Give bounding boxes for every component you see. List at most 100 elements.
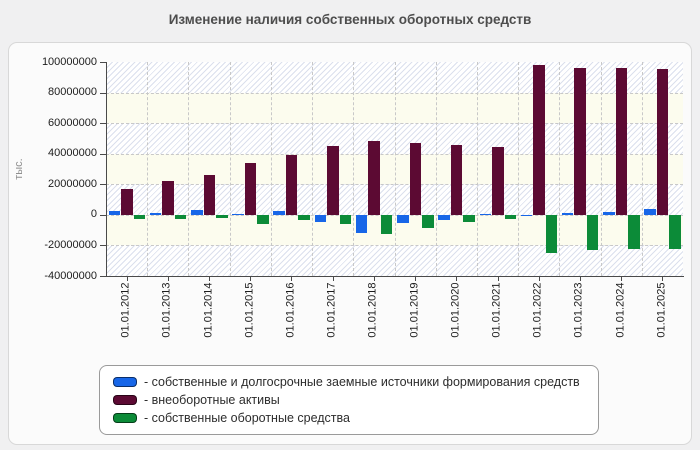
bar-series-0-01.01.2019: [397, 214, 409, 224]
bar-series-2-01.01.2013: [174, 214, 187, 220]
bar-series-2-01.01.2021: [504, 214, 517, 219]
gridline-vertical: [147, 62, 149, 276]
y-tick-label: -40000000: [44, 269, 97, 282]
x-tick-label: 01.01.2012: [119, 282, 132, 338]
x-tick-label: 01.01.2019: [408, 282, 421, 338]
bar-series-1-01.01.2024: [615, 68, 628, 215]
bar-series-0-01.01.2025: [644, 208, 656, 215]
bar-series-1-01.01.2016: [285, 154, 298, 215]
x-tick-mark: [167, 277, 169, 281]
y-tick-label: 80000000: [48, 86, 97, 99]
gridline-vertical: [394, 62, 396, 276]
gridline-vertical: [641, 62, 643, 276]
chart-panel: тыс. 100000000 80000000 60000000 40000000 20…: [8, 42, 692, 445]
bar-series-2-01.01.2018: [380, 214, 393, 235]
bar-series-2-01.01.2016: [298, 214, 310, 221]
x-tick-label: 01.01.2025: [655, 282, 668, 338]
y-tick-mark: [100, 153, 106, 155]
bar-series-0-01.01.2023: [561, 212, 574, 215]
gridline-horizontal: [106, 184, 683, 186]
x-tick-mark: [250, 277, 252, 281]
x-tick-mark: [373, 277, 375, 281]
bar-series-2-01.01.2022: [545, 214, 558, 254]
x-tick-mark: [126, 277, 128, 281]
bar-series-1-01.01.2014: [203, 174, 216, 215]
gridline-vertical: [312, 62, 314, 276]
y-tick-label: 100000000: [41, 55, 97, 68]
y-tick-mark: [100, 214, 106, 216]
bar-series-2-01.01.2015: [257, 214, 269, 225]
bar-series-0-01.01.2014: [191, 210, 203, 215]
x-tick-mark: [621, 277, 623, 281]
gridline-vertical: [435, 62, 437, 276]
gridline-vertical: [559, 62, 561, 276]
gridline-vertical: [270, 62, 272, 276]
y-tick-mark: [100, 62, 106, 63]
bar-series-0-01.01.2022: [520, 214, 533, 216]
bar-series-1-01.01.2025: [656, 69, 669, 215]
x-tick-mark: [579, 277, 581, 281]
bar-series-2-01.01.2017: [339, 214, 352, 225]
bar-series-0-01.01.2015: [232, 214, 244, 216]
legend-swatch-series-0: [113, 377, 137, 387]
bar-series-2-01.01.2020: [463, 214, 475, 223]
x-tick-label: 01.01.2021: [490, 282, 503, 338]
x-tick-label: 01.01.2017: [325, 282, 338, 338]
x-tick-mark: [456, 277, 458, 281]
gridline-horizontal: [106, 214, 683, 216]
legend-label: - собственные и долгосрочные заемные ист…: [144, 375, 580, 389]
x-tick-label: 01.01.2024: [614, 282, 627, 338]
y-tick-label: -20000000: [44, 238, 97, 251]
x-tick-mark: [538, 277, 540, 281]
bar-series-1-01.01.2017: [327, 146, 339, 215]
x-tick-label: 01.01.2013: [160, 282, 173, 338]
x-tick-label: 01.01.2022: [531, 282, 544, 338]
x-tick-mark: [662, 277, 664, 281]
bar-series-0-01.01.2012: [108, 210, 121, 215]
y-tick-mark: [100, 92, 106, 94]
bar-series-0-01.01.2018: [355, 214, 368, 233]
bar-series-0-01.01.2024: [603, 212, 615, 215]
legend-swatch-series-1: [113, 395, 137, 405]
bar-series-1-01.01.2021: [492, 147, 504, 215]
bar-series-0-01.01.2017: [314, 214, 327, 223]
gridline-vertical: [600, 62, 602, 276]
bar-series-1-01.01.2020: [450, 145, 463, 215]
bar-series-2-01.01.2012: [133, 214, 146, 220]
legend-swatch-series-2: [113, 413, 137, 423]
bar-series-2-01.01.2024: [628, 214, 640, 250]
legend-label: - собственные оборотные средства: [144, 411, 350, 425]
bar-series-0-01.01.2016: [273, 210, 285, 215]
bar-series-1-01.01.2015: [244, 162, 257, 215]
y-tick-label: 0: [90, 208, 97, 221]
x-tick-label: 01.01.2015: [243, 282, 256, 338]
bar-series-1-01.01.2013: [162, 181, 174, 215]
gridline-horizontal: [106, 153, 683, 155]
x-tick-mark: [332, 277, 334, 281]
bar-series-1-01.01.2019: [409, 143, 422, 215]
bar-series-1-01.01.2022: [533, 64, 545, 215]
y-tick-mark: [100, 276, 106, 277]
x-tick-label: 01.01.2018: [366, 282, 379, 338]
y-tick-label: 40000000: [48, 147, 97, 160]
x-tick-mark: [497, 277, 499, 281]
x-tick-label: 01.01.2014: [202, 282, 215, 338]
legend-label: - внеоборотные активы: [144, 393, 280, 407]
legend-item: - собственные и долгосрочные заемные ист…: [113, 375, 585, 389]
gridline-horizontal: [106, 92, 683, 94]
bar-series-1-01.01.2018: [368, 140, 380, 215]
x-axis-line: [106, 276, 684, 277]
bar-series-0-01.01.2013: [149, 212, 162, 215]
bar-series-2-01.01.2023: [586, 214, 599, 250]
y-tick-mark: [100, 245, 106, 247]
y-tick-mark: [100, 123, 106, 125]
y-axis-title: тыс.: [13, 158, 25, 180]
legend-item: - внеоборотные активы: [113, 393, 585, 407]
legend-item: - собственные оборотные средства: [113, 411, 585, 425]
bar-series-2-01.01.2019: [422, 214, 434, 228]
y-tick-label: 20000000: [48, 177, 97, 190]
gridline-vertical: [518, 62, 520, 276]
gridline-vertical: [188, 62, 190, 276]
bar-series-1-01.01.2023: [574, 68, 586, 215]
x-tick-label: 01.01.2020: [449, 282, 462, 338]
